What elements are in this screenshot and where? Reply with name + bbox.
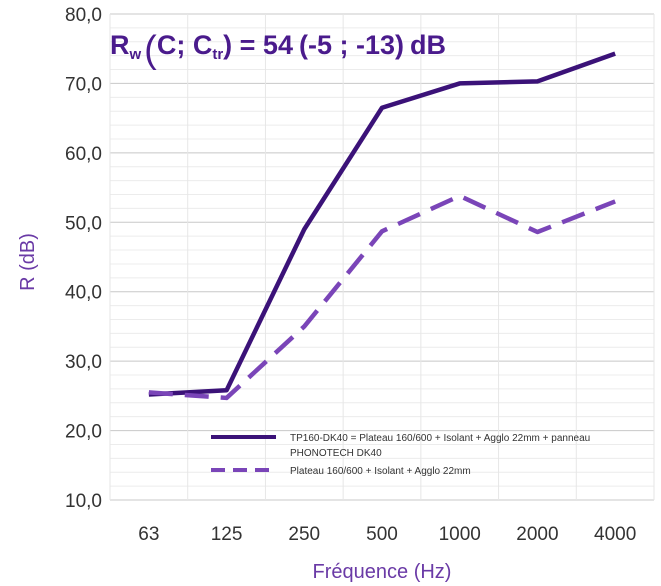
y-tick-label: 70,0 [65,74,102,95]
legend-label-series-1: TP160-DK40 = Plateau 160/600 + Isolant +… [290,433,590,444]
x-tick-label: 1000 [439,524,481,545]
rating-r-subscript: w [129,46,142,63]
rating-annotation: Rw(C; Ctr) = 54 (-5 ; -13) dB [110,29,446,71]
rating-c-part: C; C [157,30,213,60]
rating-ctr-subscript: tr [212,46,223,63]
y-tick-label: 10,0 [65,491,102,512]
x-axis-title: Fréquence (Hz) [313,561,452,583]
rating-corrections: (-5 ; -13) [299,30,404,60]
y-tick-label: 80,0 [65,5,102,26]
y-tick-label: 40,0 [65,283,102,304]
series-line-1 [148,51,616,397]
rating-r-letter: R [110,30,130,60]
legend-label-series-1-cont: PHONOTECH DK40 [290,448,382,459]
y-tick-label: 30,0 [65,352,102,373]
x-axis-ticks: 63 125 250 500 1000 2000 4000 [138,524,636,545]
x-tick-label: 63 [138,524,159,545]
y-axis-title: R (dB) [17,233,39,291]
series-lines [148,51,616,401]
x-tick-label: 2000 [516,524,558,545]
svg-text:Rw(C; Ctr) = 54(-5 ; -13)dB: Rw(C; Ctr) = 54 (-5 ; -13) dB [110,29,446,71]
legend-label-series-2: Plateau 160/600 + Isolant + Agglo 22mm [290,466,471,477]
rating-unit: dB [410,30,446,60]
x-tick-label: 4000 [594,524,636,545]
rating-open-paren: ( [144,29,157,71]
y-tick-label: 20,0 [65,422,102,443]
grid [109,13,655,501]
rating-eq-value: ) = 54 [223,30,293,60]
x-tick-label: 250 [288,524,320,545]
y-tick-label: 60,0 [65,144,102,165]
series-line-2 [148,193,616,401]
x-tick-label: 125 [211,524,243,545]
x-tick-label: 500 [366,524,398,545]
legend: TP160-DK40 = Plateau 160/600 + Isolant +… [211,433,590,477]
y-tick-label: 50,0 [65,213,102,234]
y-axis-ticks: 10,0 20,0 30,0 40,0 50,0 60,0 70,0 80,0 [65,5,102,512]
